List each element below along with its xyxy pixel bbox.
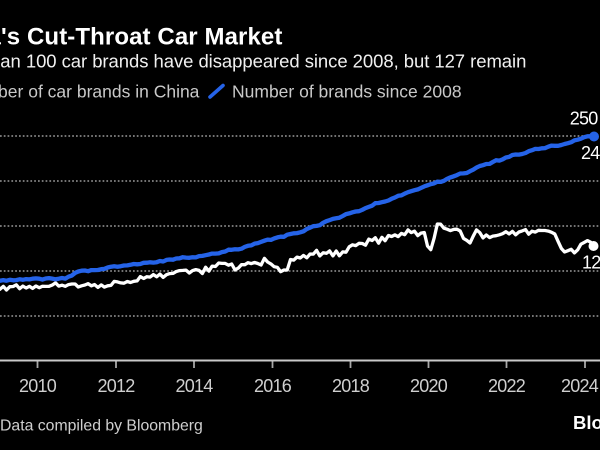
svg-text:2024: 2024 [561,376,599,396]
svg-text:127: 127 [582,253,600,273]
svg-text:250: 250 [570,109,599,129]
svg-text:More than 100 car brands have: More than 100 car brands have disappeare… [0,51,526,72]
svg-text:Number of car brands in China: Number of car brands in China [0,82,200,102]
svg-text:2020: 2020 [410,376,448,396]
svg-text:2014: 2014 [175,376,213,396]
svg-text:2022: 2022 [488,376,526,396]
svg-text:2010: 2010 [19,376,57,396]
svg-text:China's Cut-Throat Car Market: China's Cut-Throat Car Market [0,24,282,51]
svg-text:2012: 2012 [97,376,135,396]
svg-text:2016: 2016 [254,376,292,396]
svg-text:247: 247 [581,143,600,163]
svg-text:2018: 2018 [332,376,370,396]
svg-text:Data compiled by Bloomberg: Data compiled by Bloomberg [0,418,203,435]
svg-text:Bloomberg: Bloomberg [573,412,600,433]
svg-text:Number of brands since 2008: Number of brands since 2008 [232,82,462,102]
